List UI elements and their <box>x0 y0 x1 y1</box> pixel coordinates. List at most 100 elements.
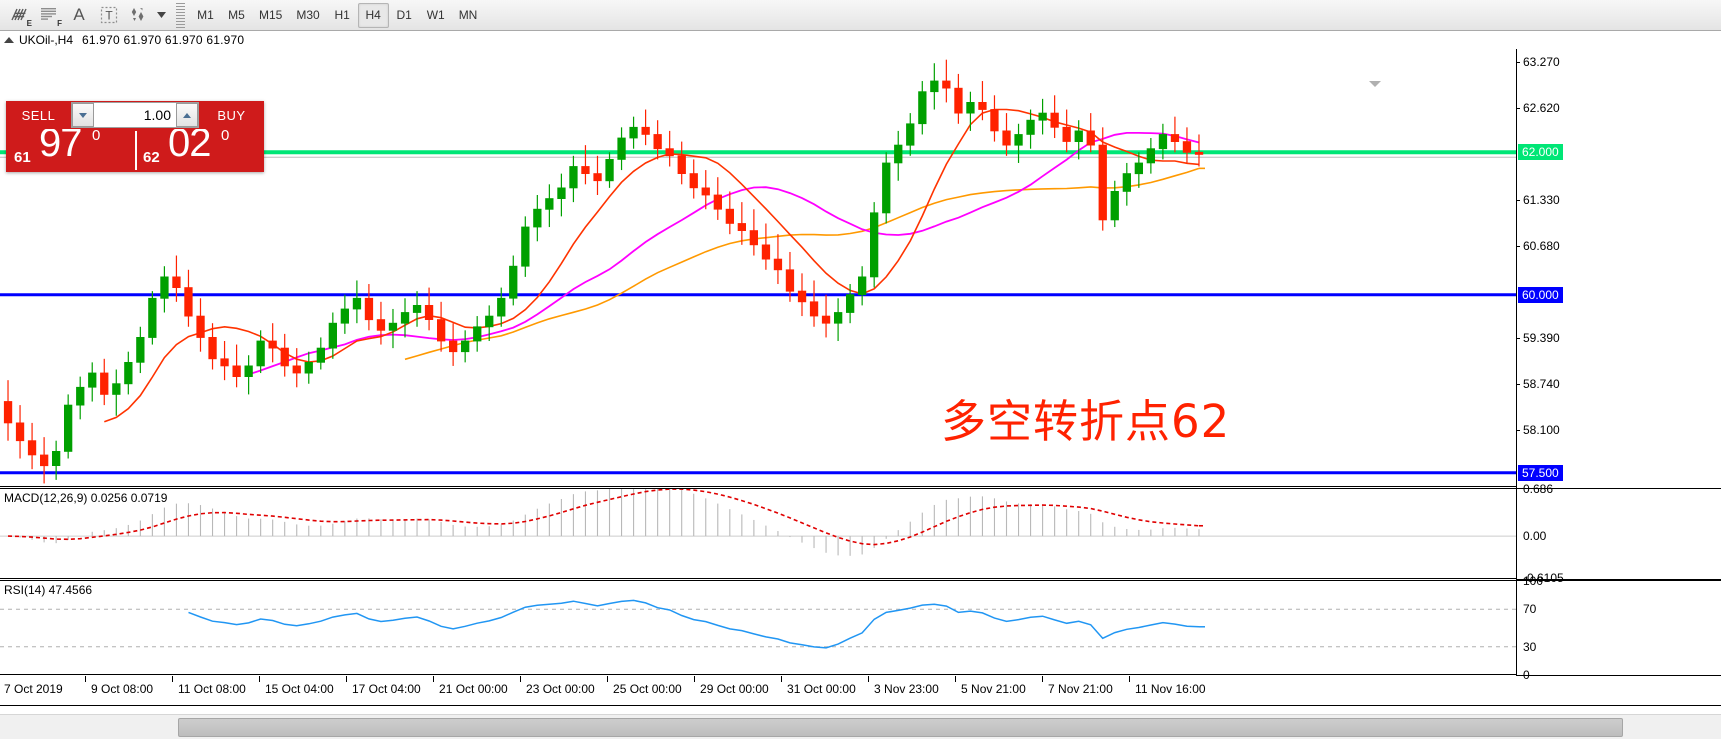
time-axis-label: 3 Nov 23:00 <box>874 682 939 696</box>
price-axis-label: 62.620 <box>1523 101 1560 116</box>
indicators-list-icon[interactable]: F <box>34 2 64 29</box>
time-axis-tick <box>1129 676 1131 682</box>
timeframe-m15[interactable]: M15 <box>259 8 283 22</box>
main-toolbar: E F A T M1 M <box>0 0 1721 31</box>
price-axis-highlight-label[interactable]: 62.000 <box>1518 144 1563 161</box>
timeframe-m5[interactable]: M5 <box>228 8 245 22</box>
price-axis-highlight-label[interactable]: 60.000 <box>1518 286 1563 303</box>
scrollbar-thumb[interactable] <box>178 718 1623 737</box>
price-axis-label: 63.270 <box>1523 54 1560 69</box>
price-axis[interactable]: 63.270 62.620 61.330 60.680 59.390 58.740 58.1… <box>1516 49 1721 682</box>
time-axis-label: 15 Oct 04:00 <box>265 682 334 696</box>
rsi-pane[interactable]: RSI(14) 47.4566 <box>0 580 1516 675</box>
price-axis-tick <box>1517 61 1520 63</box>
horizontal-scrollbar[interactable] <box>0 714 1721 739</box>
time-axis-tick <box>607 676 609 682</box>
volume-value[interactable]: 1.00 <box>143 107 171 123</box>
time-axis-tick <box>781 676 783 682</box>
time-axis-tick <box>868 676 870 682</box>
timeframe-m1[interactable]: M1 <box>197 8 214 22</box>
price-axis-tick <box>1517 430 1520 432</box>
trade-panel-divider <box>135 131 137 170</box>
time-axis-label: 5 Nov 21:00 <box>961 682 1026 696</box>
chart-collapse-icon[interactable] <box>1369 81 1381 87</box>
sell-price-superscript: 0 <box>92 129 101 144</box>
trade-panel-top-row: SELL 1.00 BUY <box>6 101 264 129</box>
sell-price-prefix: 61 <box>14 149 31 166</box>
time-axis-tick <box>520 676 522 682</box>
volume-increment-button[interactable] <box>176 103 198 127</box>
timeframe-h4[interactable]: H4 <box>357 2 389 28</box>
sell-price-main: 97 <box>39 129 82 165</box>
timeframe-h1[interactable]: H1 <box>334 8 350 22</box>
chart-container[interactable]: MACD(12,26,9) 0.0256 0.0719 RSI(14) 47.4… <box>0 49 1721 739</box>
price-axis-label: 58.100 <box>1523 423 1560 438</box>
time-axis-tick <box>694 676 696 682</box>
axis-separator <box>1517 488 1721 489</box>
price-axis-highlight-label[interactable]: 57.500 <box>1518 464 1563 481</box>
timeframe-mn[interactable]: MN <box>458 8 478 22</box>
text-object-icon[interactable]: T <box>94 2 124 29</box>
trade-panel-prices: 61 97 0 62 02 0 <box>6 129 264 172</box>
time-axis-label: 11 Nov 16:00 <box>1135 682 1206 696</box>
price-axis-label: 58.740 <box>1523 377 1560 392</box>
price-axis-tick <box>1517 199 1520 201</box>
time-axis-tick <box>433 676 435 682</box>
time-axis-label: 25 Oct 00:00 <box>613 682 682 696</box>
axis-separator <box>1517 580 1721 581</box>
time-axis-tick <box>172 676 173 682</box>
time-axis-tick <box>259 676 260 682</box>
time-axis-label: 17 Oct 04:00 <box>352 682 421 696</box>
time-axis-label: 7 Oct 2019 <box>4 682 63 696</box>
macd-pane[interactable]: MACD(12,26,9) 0.0256 0.0719 <box>0 488 1516 579</box>
macd-plot <box>0 489 1516 556</box>
price-axis-tick <box>1517 246 1520 248</box>
collapse-triangle-icon[interactable] <box>4 37 14 43</box>
time-axis-tick <box>955 676 957 682</box>
sell-button[interactable]: SELL <box>21 107 56 123</box>
macd-axis-label: -0.6105 <box>1523 571 1564 585</box>
time-axis: 7 Oct 2019 9 Oct 08:00 11 Oct 08:00 15 Oct … <box>0 676 1721 706</box>
svg-text:T: T <box>105 9 113 23</box>
timeframe-w1[interactable]: W1 <box>426 8 445 22</box>
text-label-icon[interactable]: A <box>73 5 85 24</box>
axis-separator <box>1517 675 1721 676</box>
macd-axis-label: 0.00 <box>1523 529 1547 544</box>
rsi-axis-label: 30 <box>1523 639 1537 654</box>
time-axis-label: 29 Oct 00:00 <box>700 682 769 696</box>
chart-annotation-text: 多空转折点62 <box>941 395 1231 448</box>
buy-price-display[interactable]: 62 02 0 <box>135 129 264 172</box>
sell-price-display[interactable]: 61 97 0 <box>6 129 135 172</box>
volume-stepper[interactable]: 1.00 <box>71 102 199 128</box>
symbol-label: UKOil-,H4 <box>19 33 74 47</box>
time-axis-label: 7 Nov 21:00 <box>1048 682 1113 696</box>
timeframe-d1[interactable]: D1 <box>396 8 412 22</box>
macd-label: MACD(12,26,9) 0.0256 0.0719 <box>4 491 168 505</box>
buy-price-prefix: 62 <box>143 149 160 166</box>
one-click-trading-panel[interactable]: SELL 1.00 BUY 61 97 0 62 02 0 <box>6 101 264 172</box>
rsi-axis-label: 100 <box>1523 574 1544 588</box>
expert-advisor-icon[interactable]: E <box>4 2 34 29</box>
time-axis-tick <box>85 676 86 682</box>
time-axis-label: 11 Oct 08:00 <box>178 682 246 696</box>
price-axis-label: 60.680 <box>1523 239 1560 254</box>
expert-advisor-icon-sub: E <box>26 18 32 28</box>
volume-decrement-button[interactable] <box>72 103 94 127</box>
objects-dropdown-arrow-icon[interactable] <box>154 2 168 29</box>
ohlc-values: 61.970 61.970 61.970 61.970 <box>82 33 245 47</box>
buy-button[interactable]: BUY <box>217 107 246 123</box>
time-axis-label: 31 Oct 00:00 <box>787 682 856 696</box>
toolbar-grip[interactable] <box>176 2 185 28</box>
buy-price-main: 02 <box>168 129 211 165</box>
price-axis-label: 61.330 <box>1523 192 1560 207</box>
price-axis-tick <box>1517 384 1520 386</box>
rsi-axis-label: 0 <box>1523 668 1530 682</box>
price-axis-label: 59.390 <box>1523 331 1560 346</box>
axis-separator <box>1517 579 1721 580</box>
price-pane[interactable] <box>0 49 1516 487</box>
time-axis-tick <box>1042 676 1044 682</box>
price-axis-tick <box>1517 338 1520 340</box>
objects-icon[interactable] <box>124 2 154 29</box>
rsi-label: RSI(14) 47.4566 <box>4 583 93 597</box>
timeframe-m30[interactable]: M30 <box>296 8 320 22</box>
